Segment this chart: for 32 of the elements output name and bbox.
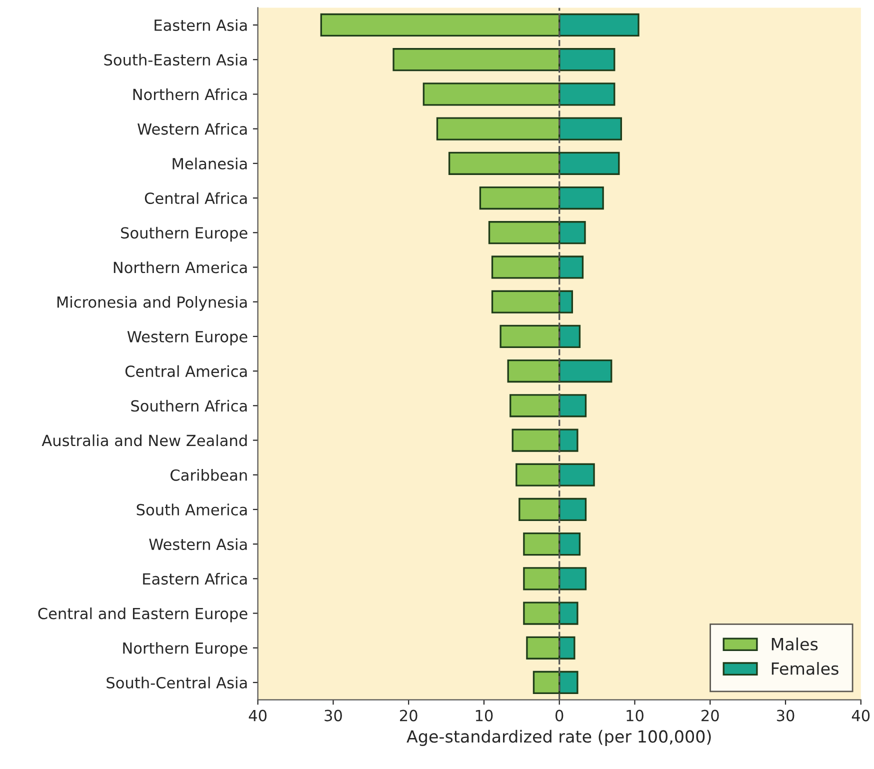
x-tick-label: 0 (556, 710, 564, 722)
y-tick-label: Western Asia (149, 538, 247, 550)
x-tick-label: 10 (476, 710, 493, 722)
y-tick-label: South-Eastern Asia (104, 54, 247, 66)
y-tick-label: Caribbean (170, 469, 247, 481)
y-tick-label: Southern Europe (121, 226, 248, 242)
y-tick-label: Northern Africa (133, 88, 247, 100)
y-tick-label: Central America (125, 365, 247, 378)
y-tick-label: Eastern Asia (154, 19, 247, 32)
legend-label: Females (772, 662, 838, 675)
x-tick-label: 40 (248, 710, 267, 722)
y-tick-label: Central and Eastern Europe (38, 607, 248, 622)
x-axis-title: Age-standardized rate (per 100,000) (406, 730, 711, 746)
y-tick-label: South America (136, 504, 247, 516)
y-tick-label: South-Central Asia (106, 676, 247, 689)
legend-label: Males (772, 638, 818, 650)
y-tick-label: Eastern Africa (143, 572, 247, 585)
x-tick-label: 40 (852, 710, 870, 722)
y-tick-label: Melanesia (172, 158, 247, 170)
y-tick-label: Central Africa (144, 192, 247, 204)
x-tick-label: 30 (324, 710, 342, 722)
y-tick-label: Western Africa (138, 123, 247, 135)
x-tick-label: 20 (400, 710, 418, 722)
y-tick-label: Australia and New Zealand (42, 434, 247, 446)
y-tick-label: Northern Europe (123, 642, 248, 657)
y-tick-label: Southern Africa (131, 400, 247, 412)
x-tick-label: 20 (702, 710, 719, 722)
y-tick-label: Northern America (114, 261, 247, 274)
y-tick-label: Micronesia and Polynesia (57, 296, 247, 311)
y-tick-label: Western Europe (127, 331, 248, 346)
x-tick-label: 30 (776, 710, 794, 722)
x-tick-label: 10 (626, 710, 644, 722)
